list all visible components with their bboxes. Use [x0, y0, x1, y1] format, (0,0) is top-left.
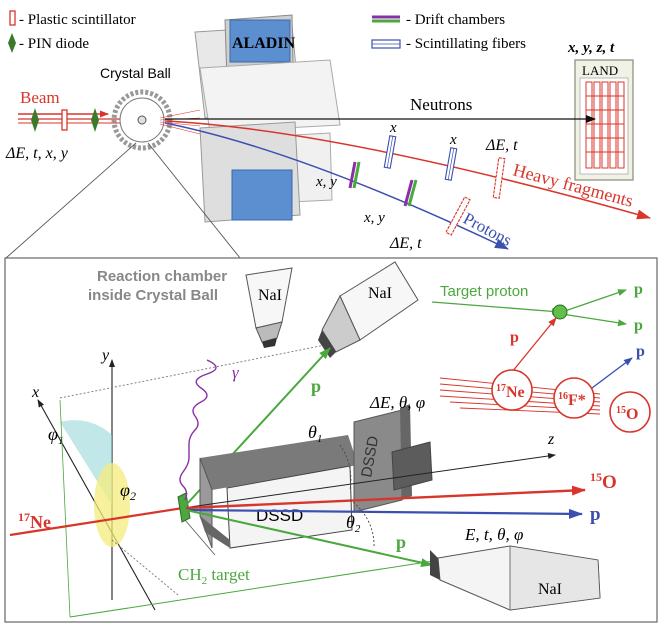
x-label-1: x [389, 120, 397, 136]
target-pointer [184, 519, 216, 556]
inset-p1: p [634, 281, 643, 298]
proton-projection-line [69, 559, 441, 618]
inset-p3: p [510, 329, 519, 346]
zoom-line-right [147, 142, 241, 259]
projection-vertical [59, 399, 71, 618]
o15-label: 15O [590, 470, 617, 493]
zoom-line-left [5, 142, 137, 259]
inset-o-label: 15O [616, 405, 638, 423]
inset-p4: p [636, 343, 645, 360]
reaction-chamber-panel: Reaction chamber inside Crystal Ball y x… [4, 257, 658, 623]
target-label: CH2 target [178, 565, 250, 587]
nai-detector-1: NaI [245, 267, 293, 348]
heavy-fragment-track [164, 120, 651, 220]
legend: - Plastic scintillator - PIN diode - Dri… [8, 10, 526, 53]
gamma-label: γ [232, 363, 240, 382]
reaction-inset: Target proton p p p 17Ne 16F* 15O [431, 281, 651, 433]
legend-drift: - Drift chambers [406, 12, 505, 28]
o15-track [185, 485, 586, 510]
dotted-projection-2 [111, 539, 179, 596]
pin-diode-1 [31, 108, 39, 132]
coordinate-frame: y x φ1 φ2 [31, 347, 156, 611]
p-up-label: p [311, 376, 321, 396]
panel-frame [4, 257, 658, 623]
beam-vars: ΔE, t, x, y [5, 145, 69, 162]
inset-p2: p [634, 317, 643, 334]
x-axis-label: x [31, 384, 39, 401]
crystal-ball-label: Crystal Ball [100, 65, 171, 81]
phi2-label: φ2 [120, 480, 136, 503]
land-coords: x, y, z, t [567, 40, 615, 56]
beam: Beam ΔE, t, x, y [5, 88, 160, 162]
nai-detector-2: NaI [318, 261, 419, 358]
p-out-track [185, 508, 583, 519]
dssd-front-label: DSSD [256, 506, 303, 525]
collision-point [552, 304, 568, 320]
tof-wall-protons [445, 196, 471, 236]
tof-heavy-label: ΔE, t [485, 137, 518, 154]
ne17-label: 17Ne [18, 510, 51, 532]
land-bars [585, 81, 625, 169]
plastic-scintillator-icon [9, 10, 16, 26]
proton-track-down [185, 509, 433, 567]
dotted-projection [59, 342, 336, 399]
drift-chamber-2 [403, 179, 418, 207]
ch2-target [177, 492, 191, 523]
nai-1-label: NaI [258, 287, 282, 304]
drift-chamber-1 [348, 161, 361, 189]
neutrons-label: Neutrons [410, 95, 472, 114]
phi1-label: φ1 [48, 424, 64, 447]
legend-pin: - PIN diode [19, 36, 89, 52]
nai-3-label: NaI [538, 581, 562, 598]
aladin-label: ALADIN [232, 35, 296, 52]
o15-nucleus [609, 391, 651, 433]
y-axis-label: y [100, 347, 110, 364]
chamber-title-line1: Reaction chamber [97, 268, 227, 285]
chamber-title-line2: inside Crystal Ball [88, 287, 218, 304]
theta2-arc [349, 499, 375, 549]
f16-nucleus [553, 377, 595, 419]
protons-label: Protons [460, 209, 515, 250]
legend-fibers: - Scintillating fibers [406, 36, 526, 52]
target-proton-label: Target proton [440, 283, 528, 300]
aladin-top-pole [229, 19, 291, 63]
z-axis [189, 453, 556, 508]
theta2-label: θ2 [346, 512, 361, 535]
land-detector: x, y, z, t LAND [567, 40, 634, 181]
nai-vars: E, t, θ, φ [464, 525, 523, 544]
nai-2-label: NaI [368, 285, 392, 302]
pin-diode-icon [8, 33, 16, 53]
fiber-2-core [447, 148, 455, 180]
theta1-label: θ1 [308, 422, 322, 445]
fiber-1-core [386, 136, 394, 168]
tof-wall-heavy [492, 157, 506, 199]
xy-label-1: x, y [315, 174, 337, 190]
legend-plastic: - Plastic scintillator [19, 12, 136, 28]
inset-ne-label: 17Ne [496, 383, 525, 401]
gamma-ray [179, 359, 217, 501]
p-down-label: p [396, 532, 406, 552]
crystal-ball: Crystal Ball [100, 65, 201, 151]
plastic-scintillator-1 [61, 109, 68, 131]
dssd-telescope: DSSD DSSD [199, 404, 433, 549]
inset-f-label: 16F* [558, 391, 586, 409]
aladin-magnet: ALADIN [194, 14, 341, 223]
ne17-nucleus [491, 369, 533, 411]
nai-detector-3: E, t, θ, φ NaI [430, 525, 601, 611]
z-axis-label: z [547, 431, 555, 448]
ne17-beam [9, 506, 184, 537]
land-label: LAND [582, 63, 618, 78]
aladin-bottom-pole [231, 169, 293, 221]
pin-diode-2 [91, 108, 99, 132]
xy-label-2: x, y [363, 210, 385, 226]
dssd-vars: ΔE, θ, φ [369, 393, 425, 412]
p-out-label: p [590, 504, 601, 525]
top-setup: - Plastic scintillator - PIN diode - Dri… [5, 10, 651, 259]
tof-protons-label: ΔE, t [389, 235, 422, 252]
x-label-2: x [449, 132, 457, 148]
beam-label: Beam [20, 88, 60, 107]
